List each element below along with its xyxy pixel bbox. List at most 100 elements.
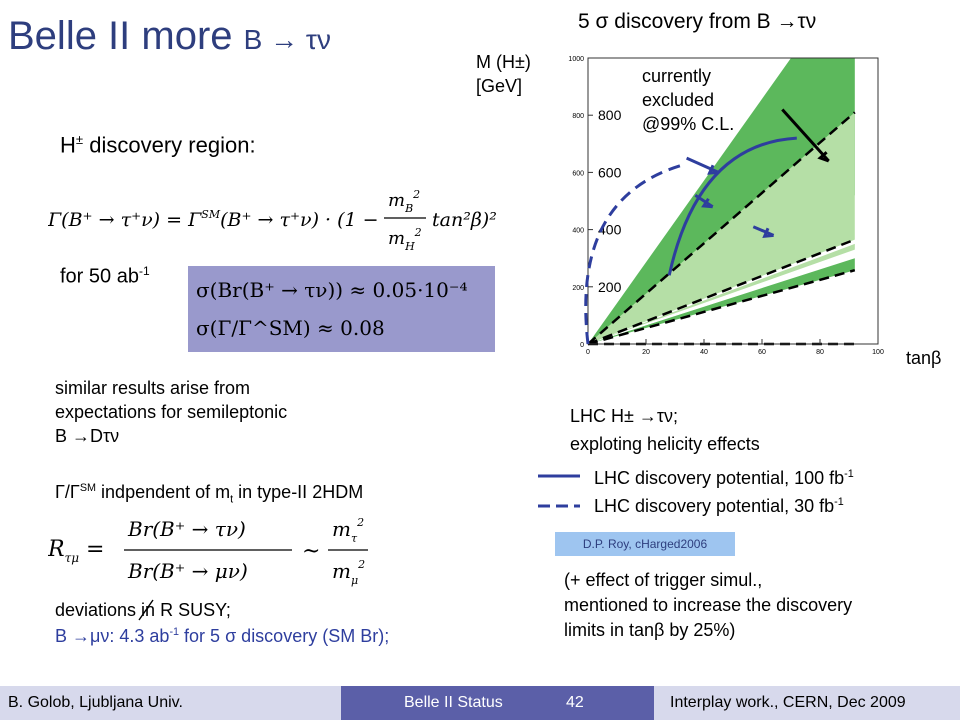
region-lower-band [588, 258, 855, 344]
note-line-1: (+ effect of trigger simul., [564, 570, 763, 590]
legend-dashed-text: LHC discovery potential, 30 fb [594, 496, 835, 516]
chart-ylabel: M (H±) [GeV] [476, 50, 531, 98]
overlay-ytick-800: 800 [598, 107, 622, 123]
curve-100fb [667, 136, 797, 276]
credit-badge: D.P. Roy, cHarged2006 [555, 532, 735, 556]
bmunu-1: B →μν: 4.3 ab [55, 626, 170, 646]
independent-end: in type-II 2HDM [233, 482, 364, 502]
legend-dashed: LHC discovery potential, 30 fb-1 [594, 496, 844, 517]
xtick-label-40: 40 [700, 349, 708, 356]
ratio-num: Br(B⁺ → τν) [127, 517, 246, 541]
discovery-chart: 0 200 400 600 800 1000 0 20 40 60 80 100 200 400 600 80… [560, 50, 890, 381]
for-label: for 50 ab-1 [60, 264, 150, 289]
region-heading-text: discovery region: [83, 132, 256, 158]
xtick-label-0: 0 [586, 349, 590, 356]
slide-title: Belle II more B → τν [8, 14, 331, 59]
overlay-ytick-600: 600 [598, 164, 622, 180]
gamma-formula-rhs: tan²β)² [432, 209, 497, 231]
bmunu-sup: -1 [169, 626, 180, 638]
title-main: Belle II more [8, 14, 244, 58]
region-heading-h: H [60, 132, 76, 158]
chart-frame [587, 57, 879, 345]
arrow-2-head [707, 164, 719, 175]
for-label-text: for 50 ab [60, 265, 139, 288]
boundary-upper [587, 111, 856, 345]
independent-text: Γ/ΓSM indpendent of mt in type-II 2HDM [55, 482, 363, 506]
ytick-label-400: 400 [572, 228, 584, 235]
gamma-formula: Γ(B⁺ → τ⁺ν) = ΓSM(B⁺ → τ⁺ν) · (1 − mB2 m… [48, 188, 497, 253]
deviations-text: deviations in R SUSY; [55, 600, 231, 620]
ratio-sim: ~ [302, 539, 320, 564]
arrow-excluded-head [817, 151, 830, 163]
legend-solid-text: LHC discovery potential, 100 fb [594, 468, 845, 488]
xtick-label-100: 100 [872, 349, 884, 356]
independent-gamma: Γ/Γ [55, 482, 80, 502]
annotation-line-1: currently [642, 66, 712, 86]
arrow-2-shaft [685, 156, 720, 174]
lhc-line-2: exploting helicity effects [570, 434, 760, 454]
footer-left: B. Golob, Ljubljana Univ. [8, 694, 183, 711]
region-heading: H± discovery region: [60, 132, 256, 158]
ytick-label-600: 600 [572, 170, 584, 177]
similar-line-3: B →Dτν [55, 426, 120, 446]
ratio-mtau: mτ2 [332, 516, 364, 545]
lhc-line-1: LHC H± →τν; [570, 406, 678, 426]
arrow-3-shaft [752, 225, 775, 237]
gamma-frac-den: mH2 [388, 226, 422, 253]
gamma-formula-lhs: Γ(B⁺ → τ⁺ν) = ΓSM(B⁺ → τ⁺ν) · (1 − [48, 208, 379, 231]
xtick-label-60: 60 [758, 349, 766, 356]
region-dark-green [588, 58, 855, 344]
chart-annotation: currently excluded @99% C.L. [642, 64, 734, 136]
chart-ylabel-1: M (H±) [476, 52, 531, 72]
overlay-ytick-200: 200 [598, 279, 622, 295]
result-box: σ(Br(B⁺ → τν)) ≈ 0.05·10⁻⁴ σ(Γ/Γ^SM) ≈ 0… [188, 266, 495, 352]
arrow-3-head [762, 227, 774, 238]
ytick-label-0: 0 [580, 342, 584, 349]
footer-page: 42 [566, 694, 584, 711]
ytick-label-1000: 1000 [568, 56, 584, 63]
gamma-frac-num: mB2 [388, 188, 420, 215]
xtick-label-20: 20 [642, 349, 650, 356]
independent-sub: t [230, 493, 234, 506]
box-line-1: σ(Br(B⁺ → τν)) ≈ 0.05·10⁻⁴ [196, 278, 468, 302]
legend-solid: LHC discovery potential, 100 fb-1 [594, 468, 854, 489]
note-line-2: mentioned to increase the discovery [564, 595, 853, 615]
independent-rest: indpendent of m [96, 482, 231, 502]
legend-solid-sup: -1 [844, 468, 854, 480]
ratio-lhs: Rτμ = [48, 537, 104, 565]
right-title: 5 σ discovery from B →τν [578, 10, 817, 33]
ytick-label-800: 800 [572, 113, 584, 120]
independent-sup: SM [79, 482, 97, 494]
slash-mark [137, 598, 155, 622]
legend-swatches [538, 474, 580, 508]
annotation-line-3: @99% C.L. [642, 114, 735, 134]
boundary-lower [587, 269, 856, 346]
footer-center [341, 686, 654, 720]
note-line-3: limits in tanβ by 25%) [564, 620, 736, 640]
similar-text: similar results arise from expectations … [55, 376, 287, 448]
chart-xlabel: tanβ [906, 348, 942, 368]
box-line-2: σ(Γ/Γ^SM) ≈ 0.08 [196, 316, 385, 340]
bmunu-text: B →μν: 4.3 ab-1 for 5 σ discovery (SM Br… [55, 626, 389, 647]
title-sub: B → τν [243, 24, 331, 55]
legend-dashed-sup: -1 [834, 496, 844, 508]
ratio-formula: Rτμ = Br(B⁺ → τν) Br(B⁺ → μν) ~ mτ2 mμ2 [48, 516, 368, 587]
ratio-den: Br(B⁺ → μν) [127, 559, 248, 583]
xtick-label-80: 80 [816, 349, 824, 356]
arrow-1-shaft [694, 194, 714, 208]
arrow-1-head [701, 197, 713, 209]
similar-line-1: similar results arise from [55, 378, 251, 398]
bmunu-2: for 5 σ discovery (SM Br); [179, 626, 390, 646]
region-heading-sup: ± [75, 132, 84, 147]
footer-mid: Belle II Status [404, 694, 503, 711]
chart-ylabel-2: [GeV] [476, 76, 523, 96]
ratio-mmu: mμ2 [332, 558, 365, 587]
lhc-text: LHC H± →τν; exploting helicity effects [570, 402, 760, 458]
curve-30fb [584, 162, 687, 345]
annotation-line-2: excluded [642, 90, 715, 110]
similar-line-2: expectations for semileptonic [55, 402, 288, 422]
arrow-excluded-shaft [781, 108, 830, 162]
for-label-sup: -1 [138, 264, 150, 278]
ytick-label-200: 200 [572, 285, 584, 292]
